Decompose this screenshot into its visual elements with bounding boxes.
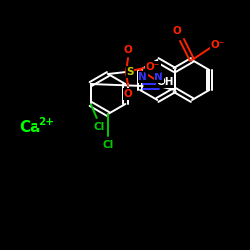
Text: Cl: Cl	[102, 140, 114, 150]
Text: O⁻: O⁻	[146, 62, 160, 72]
Text: S: S	[126, 67, 134, 77]
Text: OH: OH	[156, 77, 174, 87]
Text: O: O	[124, 45, 132, 55]
Text: O: O	[124, 89, 132, 99]
Text: O⁻: O⁻	[211, 40, 225, 50]
Text: N: N	[154, 72, 163, 82]
Text: Ca: Ca	[19, 120, 41, 136]
Text: Cl: Cl	[93, 122, 104, 132]
Text: O: O	[172, 26, 182, 36]
Text: 2+: 2+	[38, 117, 54, 127]
Text: N: N	[138, 72, 147, 82]
